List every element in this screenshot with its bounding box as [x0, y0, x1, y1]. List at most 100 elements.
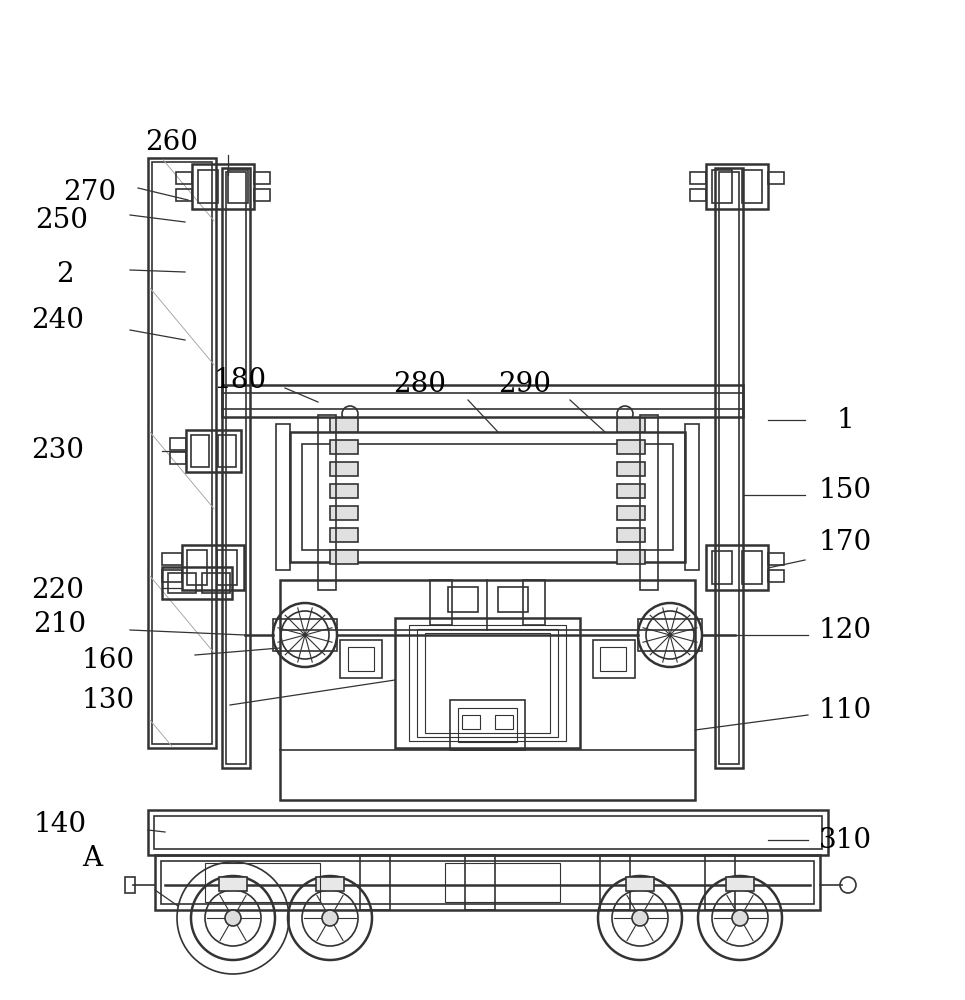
Text: 270: 270: [64, 178, 117, 206]
Bar: [176, 189, 192, 201]
Text: 110: 110: [818, 696, 871, 724]
Bar: [290, 432, 685, 562]
Bar: [222, 168, 250, 768]
Text: 290: 290: [499, 371, 552, 398]
Bar: [768, 553, 784, 565]
Bar: [495, 715, 513, 729]
Bar: [162, 570, 182, 582]
Text: 210: 210: [34, 611, 87, 639]
Bar: [448, 587, 478, 612]
Bar: [417, 629, 558, 737]
Bar: [425, 633, 550, 733]
Circle shape: [732, 910, 748, 926]
Bar: [219, 877, 247, 891]
Bar: [640, 415, 658, 590]
Bar: [330, 462, 358, 476]
Bar: [617, 550, 645, 564]
Bar: [617, 528, 645, 542]
Text: 130: 130: [81, 686, 134, 714]
Bar: [205, 863, 320, 902]
Bar: [458, 708, 517, 742]
Bar: [168, 573, 196, 593]
Text: 310: 310: [818, 826, 871, 854]
Bar: [330, 418, 358, 432]
Text: 260: 260: [146, 128, 199, 155]
Bar: [430, 580, 452, 625]
Bar: [348, 647, 374, 671]
Bar: [198, 170, 218, 203]
Bar: [217, 550, 237, 585]
Bar: [148, 810, 828, 855]
Text: 280: 280: [394, 371, 447, 398]
Text: 120: 120: [818, 616, 871, 644]
Text: 160: 160: [81, 647, 134, 674]
Text: 180: 180: [213, 366, 266, 393]
Text: 250: 250: [36, 207, 89, 233]
Bar: [450, 700, 525, 750]
Bar: [600, 647, 626, 671]
Bar: [226, 172, 246, 764]
Bar: [228, 170, 248, 203]
Bar: [192, 164, 254, 209]
Bar: [218, 435, 236, 467]
Bar: [768, 570, 784, 582]
Bar: [280, 580, 695, 800]
Bar: [162, 567, 232, 599]
Bar: [685, 424, 699, 570]
Text: 2: 2: [56, 261, 73, 288]
Bar: [330, 550, 358, 564]
Circle shape: [632, 910, 648, 926]
Bar: [712, 551, 732, 584]
Bar: [706, 164, 768, 209]
Bar: [191, 435, 209, 467]
Text: 230: 230: [32, 436, 85, 464]
Bar: [617, 506, 645, 520]
Bar: [719, 172, 739, 764]
Bar: [186, 430, 241, 472]
Bar: [330, 528, 358, 542]
Text: 1: 1: [836, 406, 854, 434]
Bar: [498, 587, 528, 612]
Text: 220: 220: [32, 576, 85, 603]
Bar: [276, 424, 290, 570]
Bar: [162, 553, 182, 565]
Bar: [148, 158, 216, 748]
Bar: [316, 877, 344, 891]
Text: 240: 240: [32, 306, 85, 334]
Bar: [254, 172, 270, 184]
Circle shape: [225, 910, 241, 926]
Bar: [712, 170, 732, 203]
Bar: [125, 877, 135, 893]
Bar: [726, 877, 754, 891]
Bar: [593, 640, 635, 678]
Circle shape: [322, 910, 338, 926]
Bar: [155, 855, 820, 910]
Bar: [690, 189, 706, 201]
Bar: [318, 415, 336, 590]
Bar: [176, 172, 192, 184]
Bar: [617, 440, 645, 454]
Bar: [626, 877, 654, 891]
Bar: [154, 816, 822, 849]
Bar: [330, 440, 358, 454]
Bar: [330, 506, 358, 520]
Bar: [187, 550, 207, 585]
Bar: [340, 640, 382, 678]
Bar: [465, 855, 495, 910]
Bar: [330, 484, 358, 498]
Bar: [462, 715, 480, 729]
Bar: [742, 551, 762, 584]
Bar: [768, 172, 784, 184]
Bar: [254, 189, 270, 201]
Bar: [638, 619, 702, 651]
Bar: [409, 625, 566, 741]
Bar: [182, 545, 244, 590]
Text: 140: 140: [34, 812, 87, 838]
Bar: [161, 861, 814, 904]
Bar: [302, 444, 673, 550]
Bar: [222, 385, 743, 417]
Bar: [690, 172, 706, 184]
Bar: [617, 418, 645, 432]
Bar: [617, 484, 645, 498]
Bar: [705, 855, 735, 910]
